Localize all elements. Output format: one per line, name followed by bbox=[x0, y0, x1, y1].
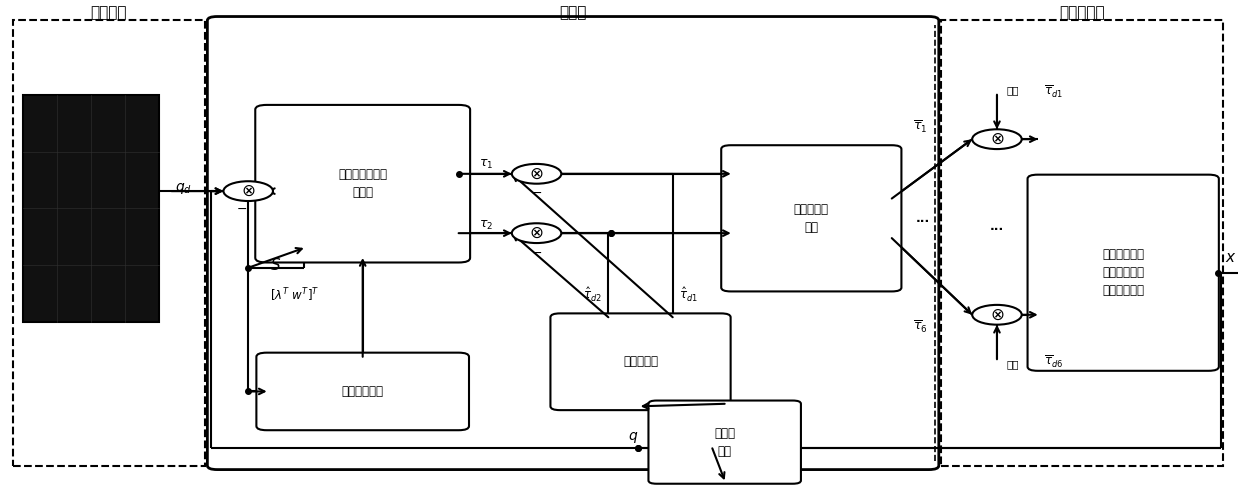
Text: $\otimes$: $\otimes$ bbox=[990, 306, 1004, 324]
FancyBboxPatch shape bbox=[721, 145, 902, 292]
Text: 汽车电泳涂装
输送用混联机
器人主动关节: 汽车电泳涂装 输送用混联机 器人主动关节 bbox=[1103, 248, 1144, 297]
Text: 扰动: 扰动 bbox=[1007, 359, 1020, 369]
Text: 系统输入: 系统输入 bbox=[90, 5, 128, 20]
Text: $-$: $-$ bbox=[532, 246, 543, 258]
Text: $S$: $S$ bbox=[270, 257, 281, 273]
Text: 超螺旋二阶滑模
控制器: 超螺旋二阶滑模 控制器 bbox=[338, 168, 388, 199]
Text: 扰动观测器: 扰动观测器 bbox=[623, 355, 658, 368]
Text: $\overline{\tau}_6$: $\overline{\tau}_6$ bbox=[913, 319, 928, 335]
FancyBboxPatch shape bbox=[1027, 175, 1219, 371]
Text: $q$: $q$ bbox=[628, 430, 638, 445]
Circle shape bbox=[973, 305, 1022, 325]
Text: 混联机器人: 混联机器人 bbox=[1059, 5, 1105, 20]
Circle shape bbox=[223, 181, 273, 201]
Text: $-$: $-$ bbox=[237, 202, 248, 215]
Text: $\otimes$: $\otimes$ bbox=[240, 182, 255, 200]
Text: $\otimes$: $\otimes$ bbox=[990, 130, 1004, 148]
Text: $\hat{\tau}_{d2}$: $\hat{\tau}_{d2}$ bbox=[584, 286, 602, 304]
Text: $\hat{\tau}_{d1}$: $\hat{\tau}_{d1}$ bbox=[679, 286, 698, 304]
FancyBboxPatch shape bbox=[648, 401, 800, 484]
Text: $\overline{\tau}_{d6}$: $\overline{\tau}_{d6}$ bbox=[1044, 354, 1063, 370]
FancyBboxPatch shape bbox=[255, 105, 470, 262]
FancyBboxPatch shape bbox=[256, 353, 470, 430]
Text: $-$: $-$ bbox=[532, 186, 543, 199]
Text: ...: ... bbox=[916, 212, 929, 225]
Text: $x$: $x$ bbox=[1225, 250, 1237, 265]
Text: 控制器: 控制器 bbox=[559, 5, 587, 20]
Text: $\overline{\tau}_1$: $\overline{\tau}_1$ bbox=[913, 119, 928, 135]
Text: $\tau_2$: $\tau_2$ bbox=[478, 219, 493, 232]
Text: $\otimes$: $\otimes$ bbox=[529, 224, 544, 242]
Text: ...: ... bbox=[990, 221, 1004, 234]
Bar bbox=[14, 20, 204, 466]
Circle shape bbox=[973, 129, 1022, 149]
Circle shape bbox=[512, 164, 561, 184]
FancyBboxPatch shape bbox=[550, 313, 731, 410]
Text: 雅克比矩阵
变换: 雅克比矩阵 变换 bbox=[794, 203, 829, 234]
Text: $q_d$: $q_d$ bbox=[175, 181, 192, 196]
Bar bbox=[942, 20, 1223, 466]
Text: $\tau_1$: $\tau_1$ bbox=[478, 158, 493, 172]
Text: $[\lambda^T\ w^T]^T$: $[\lambda^T\ w^T]^T$ bbox=[270, 286, 320, 304]
Text: $\overline{\tau}_{d1}$: $\overline{\tau}_{d1}$ bbox=[1044, 84, 1063, 100]
Bar bbox=[24, 95, 159, 322]
Text: 运动学
正解: 运动学 正解 bbox=[714, 427, 735, 458]
Text: 增益自适应律: 增益自适应律 bbox=[342, 385, 384, 398]
Circle shape bbox=[512, 223, 561, 243]
Text: 扰动: 扰动 bbox=[1007, 85, 1020, 95]
Text: $\otimes$: $\otimes$ bbox=[529, 165, 544, 183]
